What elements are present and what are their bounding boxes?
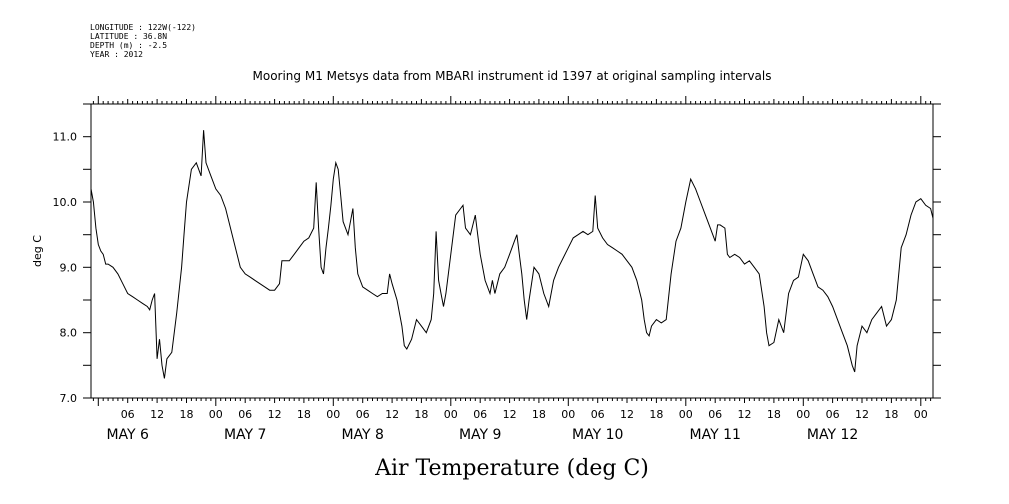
hour-tick-label: 18 xyxy=(297,408,311,421)
hour-tick-label: 12 xyxy=(855,408,869,421)
y-tick-label: 7.0 xyxy=(60,392,78,405)
depth-label: DEPTH (m) : -2.5 xyxy=(90,41,167,50)
y-tick-label: 11.0 xyxy=(53,131,78,144)
top-axis-ticks xyxy=(92,96,932,104)
hour-tick-label: 12 xyxy=(620,408,634,421)
hour-tick-label: 00 xyxy=(326,408,340,421)
hour-tick-label: 12 xyxy=(503,408,517,421)
hour-tick-label: 06 xyxy=(238,408,252,421)
hour-tick-label: 18 xyxy=(532,408,546,421)
day-label: MAY 6 xyxy=(106,427,149,443)
header-metadata: LONGITUDE : 122W(-122) LATITUDE : 36.8N … xyxy=(90,23,196,59)
hour-tick-label: 00 xyxy=(209,408,223,421)
hour-tick-label: 00 xyxy=(444,408,458,421)
hour-tick-label: 12 xyxy=(738,408,752,421)
hour-tick-label: 18 xyxy=(414,408,428,421)
hour-tick-label: 18 xyxy=(767,408,781,421)
chart-title: Mooring M1 Metsys data from MBARI instru… xyxy=(253,69,772,83)
hour-tick-label: 18 xyxy=(649,408,663,421)
y-tick-label: 10.0 xyxy=(53,196,78,209)
hour-tick-label: 06 xyxy=(473,408,487,421)
year-label: YEAR : 2012 xyxy=(90,50,143,59)
hour-tick-label: 18 xyxy=(884,408,898,421)
hour-tick-label: 00 xyxy=(561,408,575,421)
day-label: MAY 10 xyxy=(572,427,623,443)
day-label: MAY 12 xyxy=(807,427,858,443)
hour-tick-label: 06 xyxy=(356,408,370,421)
day-label: MAY 8 xyxy=(341,427,383,443)
hour-tick-label: 12 xyxy=(150,408,164,421)
day-labels: MAY 6 MAY 7 MAY 8 MAY 9 MAY 10 MAY 11 MAY 12 xyxy=(106,427,858,443)
plot-frame xyxy=(90,103,934,399)
day-label: MAY 11 xyxy=(690,427,741,443)
hour-tick-label: 06 xyxy=(826,408,840,421)
y-axis: 7.0 8.0 9.0 10.0 11.0 xyxy=(53,103,941,405)
x-axis-label: Air Temperature (deg C) xyxy=(374,456,649,481)
hour-tick-label: 12 xyxy=(268,408,282,421)
y-tick-label: 8.0 xyxy=(60,327,78,340)
hour-tick-label: 06 xyxy=(591,408,605,421)
bottom-axis-ticks xyxy=(92,398,932,406)
longitude-label: LONGITUDE : 122W(-122) xyxy=(90,23,196,32)
hour-tick-label: 18 xyxy=(180,408,194,421)
hour-tick-label: 00 xyxy=(679,408,693,421)
day-label: MAY 7 xyxy=(224,427,266,443)
y-tick-label: 9.0 xyxy=(60,261,78,274)
hour-tick-label: 06 xyxy=(708,408,722,421)
hour-tick-label: 00 xyxy=(914,408,928,421)
y-axis-label: deg C xyxy=(31,235,44,267)
hour-tick-labels: 06 12 18 00 06 12 18 00 06 12 18 00 06 12 18 00 06 12 18 00… xyxy=(121,408,928,421)
latitude-label: LATITUDE : 36.8N xyxy=(90,32,167,41)
day-label: MAY 9 xyxy=(459,427,501,443)
series-line-air-temperature xyxy=(90,130,934,379)
hour-tick-label: 12 xyxy=(385,408,399,421)
hour-tick-label: 06 xyxy=(121,408,135,421)
hour-tick-label: 00 xyxy=(796,408,810,421)
